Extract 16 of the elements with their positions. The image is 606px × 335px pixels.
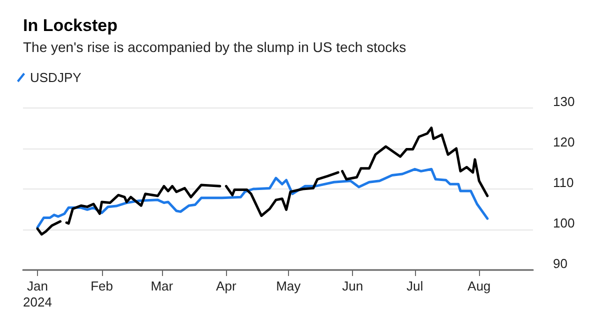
chart-title: In Lockstep: [23, 16, 118, 35]
x-tick-label: Mar: [150, 278, 174, 294]
x-tick-label: May: [276, 278, 302, 294]
y-tick-label: 110: [553, 175, 574, 190]
legend-label: USDJPY: [30, 70, 82, 85]
x-tick-label: Apr: [216, 278, 237, 294]
x-tick-label: Aug: [468, 278, 491, 294]
y-tick-label: 90: [553, 256, 568, 271]
y-tick-label: 120: [553, 134, 575, 150]
x-tick-label: Jun: [342, 278, 364, 294]
x-tick-label: Jan 2024: [23, 278, 52, 310]
x-tick-label: Jul: [406, 278, 424, 294]
chart-subtitle: The yen's rise is accompanied by the slump in US tech stocks: [23, 39, 406, 55]
x-tick-label: Feb: [90, 278, 113, 294]
y-tick-label: 100: [553, 216, 575, 230]
y-tick-label: 130: [553, 94, 575, 109]
